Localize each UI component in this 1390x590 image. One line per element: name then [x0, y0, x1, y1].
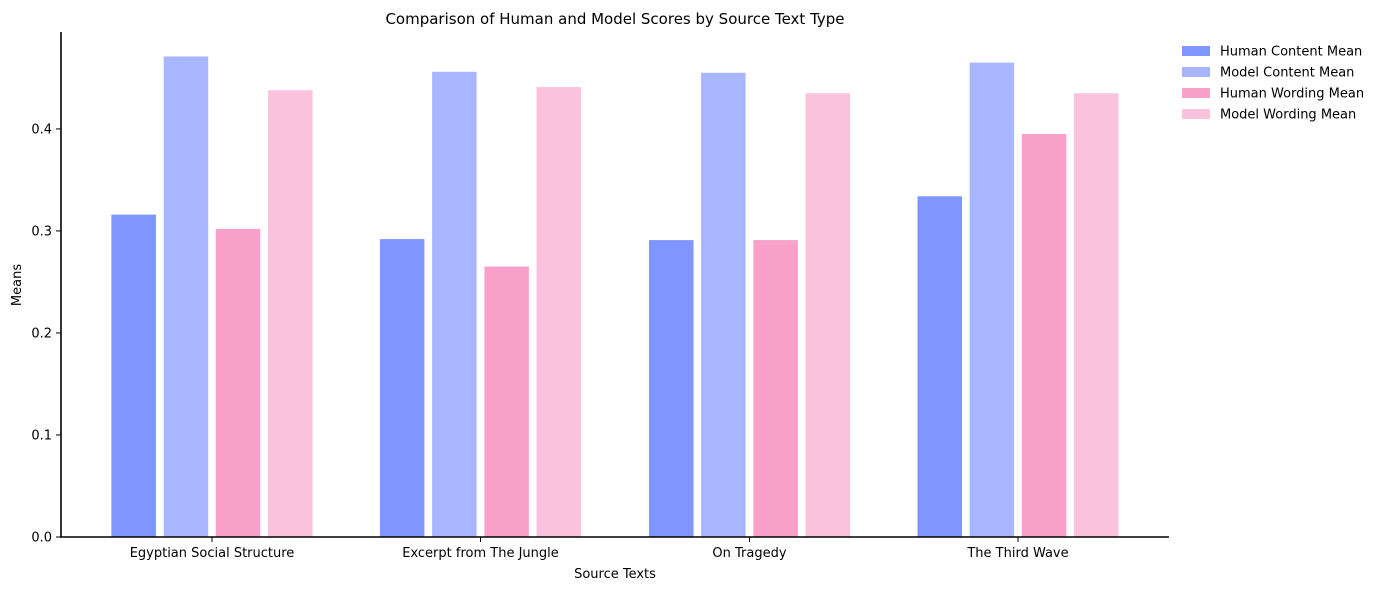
bar-3-4	[1021, 134, 1067, 537]
y-tick-label: 0.2	[31, 326, 52, 341]
bar-1-4	[917, 196, 962, 538]
bar-3-2	[484, 266, 529, 537]
y-tick-label: 0.3	[31, 224, 52, 239]
y-tick-label: 0.1	[31, 428, 52, 443]
bar-3-1	[215, 228, 261, 537]
bars-group	[111, 56, 1119, 538]
bar-4-1	[268, 90, 313, 537]
y-axis-ticks: 0.0 0.1 0.2 0.3 0.4	[31, 122, 61, 546]
legend-label-1: Human Content Mean	[1220, 45, 1362, 60]
bar-4-4	[1074, 93, 1119, 537]
y-tick-label: 0.4	[31, 122, 52, 137]
x-tick-label: Egyptian Social Structure	[130, 546, 295, 561]
bar-2-4	[969, 62, 1015, 537]
bar-1-3	[649, 240, 694, 537]
bar-1-1	[111, 214, 156, 537]
legend-label-2: Model Content Mean	[1220, 66, 1354, 81]
legend-label-4: Model Wording Mean	[1220, 108, 1356, 123]
y-tick-label: 0.0	[31, 531, 52, 546]
bar-4-2	[536, 87, 581, 537]
legend-label-3: Human Wording Mean	[1220, 87, 1364, 102]
bar-1-2	[379, 239, 425, 537]
legend-swatch-2	[1182, 67, 1210, 77]
x-axis-ticks: Egyptian Social Structure Excerpt from Th…	[130, 537, 1069, 561]
chart-title: Comparison of Human and Model Scores by …	[385, 10, 844, 28]
x-tick-label: The Third Wave	[966, 546, 1068, 561]
x-tick-label: On Tragedy	[712, 546, 786, 561]
y-axis-label: Means	[10, 264, 25, 306]
legend: Human Content Mean Model Content Mean Huma…	[1182, 45, 1364, 123]
legend-swatch-1	[1182, 46, 1210, 56]
bar-2-3	[701, 72, 746, 538]
legend-swatch-4	[1182, 109, 1210, 119]
x-tick-label: Excerpt from The Jungle	[402, 546, 559, 561]
legend-swatch-3	[1182, 88, 1210, 98]
x-axis-label: Source Texts	[574, 567, 656, 582]
bar-4-3	[805, 93, 850, 537]
bar-3-3	[753, 240, 798, 537]
bar-2-1	[163, 56, 209, 537]
bar-2-2	[432, 71, 477, 538]
